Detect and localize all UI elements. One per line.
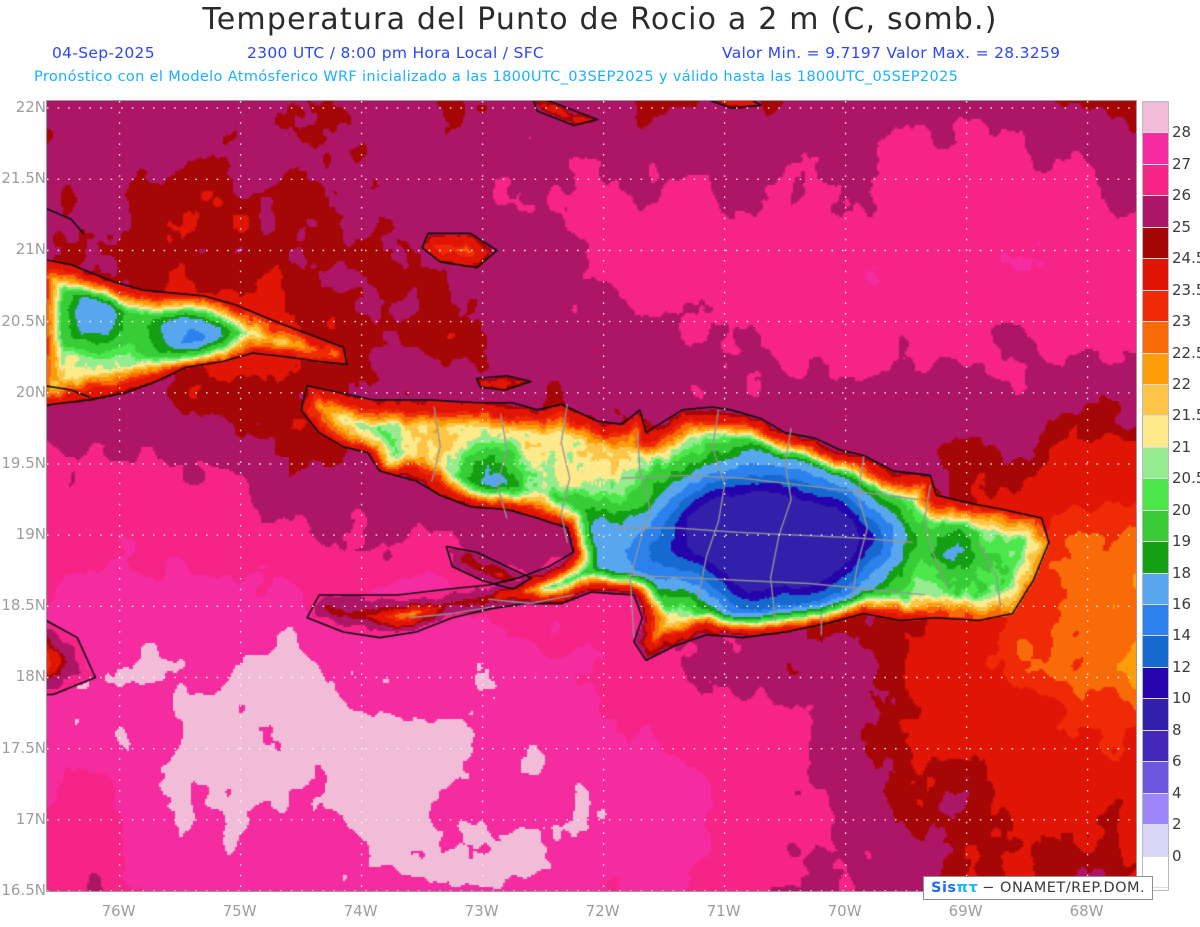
colorbar-band[interactable] [1143, 730, 1168, 763]
colorbar[interactable] [1142, 101, 1169, 891]
colorbar-band[interactable] [1143, 447, 1168, 480]
colorbar-band[interactable] [1143, 825, 1168, 857]
colorbar-band[interactable] [1143, 510, 1168, 543]
colorbar-tick-label: 20 [1172, 500, 1192, 519]
colorbar-band[interactable] [1143, 479, 1168, 511]
x-axis-tick: 74W [343, 902, 378, 920]
x-axis-tick: 76W [101, 902, 136, 920]
logo-agency-text: − ONAMET/REP.DOM. [982, 880, 1146, 896]
attribution-logo: Sis πτ − ONAMET/REP.DOM. [923, 876, 1154, 900]
value-range-text: Valor Min. = 9.7197 Valor Max. = 28.3259 [722, 44, 1061, 62]
header: Temperatura del Punto de Rocio a 2 m (C,… [0, 0, 1200, 95]
colorbar-band[interactable] [1143, 793, 1168, 826]
x-axis-tick: 71W [706, 902, 741, 920]
colorbar-band[interactable] [1143, 322, 1168, 354]
logo-tt-icon: πτ [956, 880, 979, 896]
colorbar-band[interactable] [1143, 636, 1168, 668]
dewpoint-heatmap-canvas [47, 101, 1136, 891]
colorbar-band[interactable] [1143, 133, 1168, 165]
forecast-time-info: 2300 UTC / 8:00 pm Hora Local / SFC [247, 44, 545, 62]
colorbar-tick-label: 21 [1172, 437, 1192, 456]
colorbar-band[interactable] [1143, 290, 1168, 323]
y-axis-tick: 18.5N [1, 596, 46, 615]
colorbar-tick-label: 4 [1172, 783, 1182, 802]
colorbar-band[interactable] [1143, 573, 1168, 605]
colorbar-tick-label: 6 [1172, 752, 1182, 771]
colorbar-tick-label: 28 [1172, 123, 1192, 142]
colorbar-tick-label: 22.5 [1172, 343, 1200, 362]
y-axis-tick: 20N [15, 382, 46, 401]
colorbar-band[interactable] [1143, 102, 1168, 134]
colorbar-tick-label: 25 [1172, 217, 1192, 236]
y-axis-tick: 22N [15, 98, 46, 117]
y-axis-tick: 21N [15, 240, 46, 259]
colorbar-band[interactable] [1143, 196, 1168, 228]
colorbar-tick-label: 12 [1172, 657, 1192, 676]
colorbar-tick-label: 22 [1172, 374, 1192, 393]
y-axis-tick: 19.5N [1, 453, 46, 472]
colorbar-band[interactable] [1143, 259, 1168, 291]
page-title: Temperatura del Punto de Rocio a 2 m (C,… [202, 2, 998, 37]
colorbar-tick-label: 2 [1172, 815, 1182, 834]
y-axis-tick: 18N [15, 667, 46, 686]
logo-sis-text: Sis [931, 880, 957, 896]
colorbar-tick-label: 23.5 [1172, 280, 1200, 299]
x-axis-tick: 70W [827, 902, 862, 920]
colorbar-band[interactable] [1143, 227, 1168, 260]
colorbar-band[interactable] [1143, 699, 1168, 731]
y-axis-tick: 19N [15, 525, 46, 544]
y-axis-tick: 16.5N [1, 881, 46, 899]
colorbar-tick-label: 8 [1172, 720, 1182, 739]
colorbar-band[interactable] [1143, 164, 1168, 197]
colorbar-band[interactable] [1143, 416, 1168, 448]
colorbar-tick-label: 18 [1172, 563, 1192, 582]
x-axis-tick: 69W [948, 902, 983, 920]
map-plot-area[interactable] [46, 100, 1137, 892]
forecast-date: 04-Sep-2025 [52, 44, 155, 62]
colorbar-tick-label: 21.5 [1172, 406, 1200, 425]
colorbar-band[interactable] [1143, 667, 1168, 700]
colorbar-tick-label: 27 [1172, 154, 1192, 173]
model-note-text: Pronóstico con el Modelo Atmósferico WRF… [34, 68, 959, 85]
x-axis-tick: 75W [222, 902, 257, 920]
colorbar-tick-label: 26 [1172, 186, 1192, 205]
colorbar-tick-label: 24.5 [1172, 249, 1200, 268]
y-axis-tick: 20.5N [1, 311, 46, 330]
colorbar-tick-label: 10 [1172, 689, 1192, 708]
x-axis-tick: 72W [585, 902, 620, 920]
colorbar-band[interactable] [1143, 542, 1168, 574]
y-axis-tick: 17.5N [1, 738, 46, 757]
y-axis-tick: 21.5N [1, 169, 46, 188]
x-axis-tick: 73W [464, 902, 499, 920]
colorbar-tick-label: 19 [1172, 532, 1192, 551]
colorbar-tick-label: 16 [1172, 595, 1192, 614]
colorbar-band[interactable] [1143, 605, 1168, 637]
colorbar-band[interactable] [1143, 353, 1168, 385]
colorbar-tick-label: 20.5 [1172, 469, 1200, 488]
colorbar-band[interactable] [1143, 762, 1168, 794]
x-axis-tick: 68W [1069, 902, 1104, 920]
colorbar-tick-label: 14 [1172, 626, 1192, 645]
colorbar-band[interactable] [1143, 384, 1168, 417]
colorbar-tick-label: 0 [1172, 846, 1182, 865]
y-axis-tick: 17N [15, 809, 46, 828]
colorbar-tick-label: 23 [1172, 312, 1192, 331]
